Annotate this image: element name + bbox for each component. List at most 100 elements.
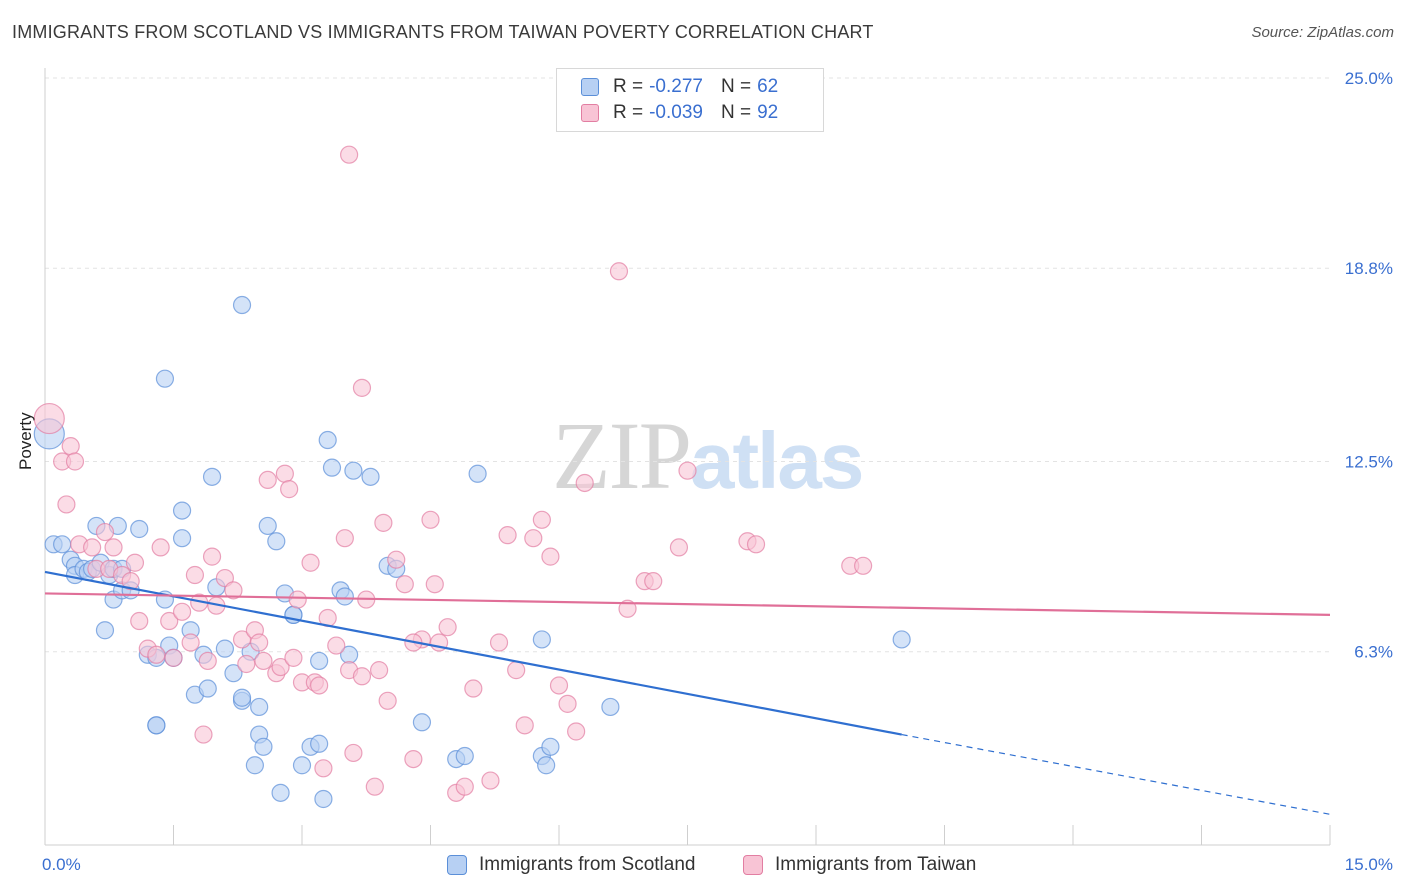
data-point-taiwan xyxy=(160,611,179,631)
n-value: 92 xyxy=(757,102,779,123)
data-point-taiwan xyxy=(194,725,213,744)
y-tick-label: 25.0% xyxy=(1345,69,1393,88)
y-tick-label: 6.3% xyxy=(1354,643,1393,662)
data-point-scotland xyxy=(335,587,354,606)
data-point-scotland xyxy=(172,501,192,520)
data-point-taiwan xyxy=(489,633,509,652)
chart-title: IMMIGRANTS FROM SCOTLAND VS IMMIGRANTS F… xyxy=(12,22,874,42)
data-point-taiwan xyxy=(340,145,359,164)
data-point-taiwan xyxy=(202,547,222,566)
data-point-taiwan xyxy=(669,538,689,557)
data-point-scotland xyxy=(537,756,556,775)
data-point-taiwan xyxy=(250,633,269,652)
legend-swatch-scotland xyxy=(447,855,467,875)
data-point-taiwan xyxy=(374,513,393,532)
data-point-scotland xyxy=(412,713,432,732)
data-point-scotland xyxy=(271,783,290,802)
data-point-taiwan xyxy=(271,657,290,677)
r-label: R = xyxy=(613,102,644,123)
data-point-taiwan xyxy=(288,590,307,609)
watermark: ZIPatlas xyxy=(552,400,864,511)
data-point-taiwan xyxy=(344,743,363,763)
data-point-taiwan xyxy=(232,630,252,649)
y-tick-label: 18.8% xyxy=(1345,259,1393,278)
data-point-taiwan xyxy=(258,470,277,490)
data-point-taiwan xyxy=(151,538,170,557)
data-point-taiwan xyxy=(327,636,346,655)
n-label: N = xyxy=(720,76,752,97)
n-value: 62 xyxy=(757,76,779,97)
data-point-taiwan xyxy=(130,611,149,631)
data-point-taiwan xyxy=(310,676,329,695)
data-point-taiwan xyxy=(33,402,65,435)
data-point-scotland xyxy=(254,737,273,756)
data-point-scotland xyxy=(532,630,551,649)
data-point-taiwan xyxy=(352,667,372,686)
data-point-taiwan xyxy=(314,759,333,778)
data-point-scotland xyxy=(541,737,560,756)
data-point-scotland xyxy=(155,369,175,388)
data-point-taiwan xyxy=(185,565,205,585)
stats-row-scotland: R = -0.277 N = 62 xyxy=(581,74,778,100)
r-value: -0.277 xyxy=(649,76,703,97)
data-point-taiwan xyxy=(181,633,200,652)
data-point-taiwan xyxy=(438,618,457,637)
watermark-zip: ZIP xyxy=(552,402,692,509)
data-point-taiwan xyxy=(95,522,115,542)
legend-item-taiwan[interactable]: Immigrants from Taiwan xyxy=(743,852,976,878)
stats-swatch-taiwan xyxy=(581,104,599,122)
n-label: N = xyxy=(720,102,752,123)
data-point-taiwan xyxy=(455,777,474,796)
data-point-taiwan xyxy=(854,556,873,575)
stats-box: R = -0.277 N = 62 R = -0.039 N = 92 xyxy=(556,68,824,132)
data-point-taiwan xyxy=(609,262,629,281)
data-point-taiwan xyxy=(65,452,85,471)
data-point-taiwan xyxy=(121,572,140,591)
legend-item-scotland[interactable]: Immigrants from Scotland xyxy=(447,852,695,878)
data-point-taiwan xyxy=(532,510,551,529)
data-point-taiwan xyxy=(215,568,234,588)
data-point-taiwan xyxy=(335,529,354,548)
source-label: Source: ZipAtlas.com xyxy=(1251,24,1394,41)
data-point-taiwan xyxy=(481,771,500,790)
data-point-taiwan xyxy=(301,553,320,572)
data-point-taiwan xyxy=(404,749,423,769)
data-point-taiwan xyxy=(280,480,299,499)
data-point-taiwan xyxy=(352,378,372,397)
data-point-scotland xyxy=(314,789,333,809)
r-value: -0.039 xyxy=(649,102,703,123)
data-point-taiwan xyxy=(425,575,444,594)
trend-line-scotland xyxy=(44,570,902,736)
x-tick-label: 15.0% xyxy=(1345,855,1393,874)
watermark-atlas: atlas xyxy=(690,416,864,505)
data-point-taiwan xyxy=(237,654,256,674)
data-point-taiwan xyxy=(549,676,569,695)
data-point-taiwan xyxy=(524,529,543,548)
data-point-scotland xyxy=(322,458,342,477)
data-point-taiwan xyxy=(618,599,637,618)
y-axis-label: Poverty xyxy=(16,412,35,470)
data-point-scotland xyxy=(224,664,243,683)
data-point-taiwan xyxy=(464,679,483,698)
data-point-taiwan xyxy=(254,651,273,671)
data-point-scotland xyxy=(267,532,286,551)
data-point-taiwan xyxy=(575,473,594,493)
data-point-scotland xyxy=(172,529,192,548)
stats-swatch-scotland xyxy=(581,78,599,96)
data-point-taiwan xyxy=(541,547,560,566)
data-point-scotland xyxy=(601,697,620,717)
data-point-taiwan xyxy=(370,661,389,680)
data-point-scotland xyxy=(258,516,277,536)
data-point-taiwan xyxy=(507,661,526,680)
data-point-taiwan xyxy=(224,581,243,600)
data-point-scotland xyxy=(344,461,363,480)
stats-row-taiwan: R = -0.039 N = 92 xyxy=(581,100,778,126)
data-point-scotland xyxy=(361,467,380,486)
data-point-scotland xyxy=(310,734,329,753)
data-point-taiwan xyxy=(172,602,192,621)
r-label: R = xyxy=(613,76,644,97)
data-point-scotland xyxy=(892,630,911,649)
data-point-scotland xyxy=(455,746,474,766)
data-point-scotland xyxy=(468,464,487,483)
trend-line-taiwan xyxy=(44,592,1331,616)
